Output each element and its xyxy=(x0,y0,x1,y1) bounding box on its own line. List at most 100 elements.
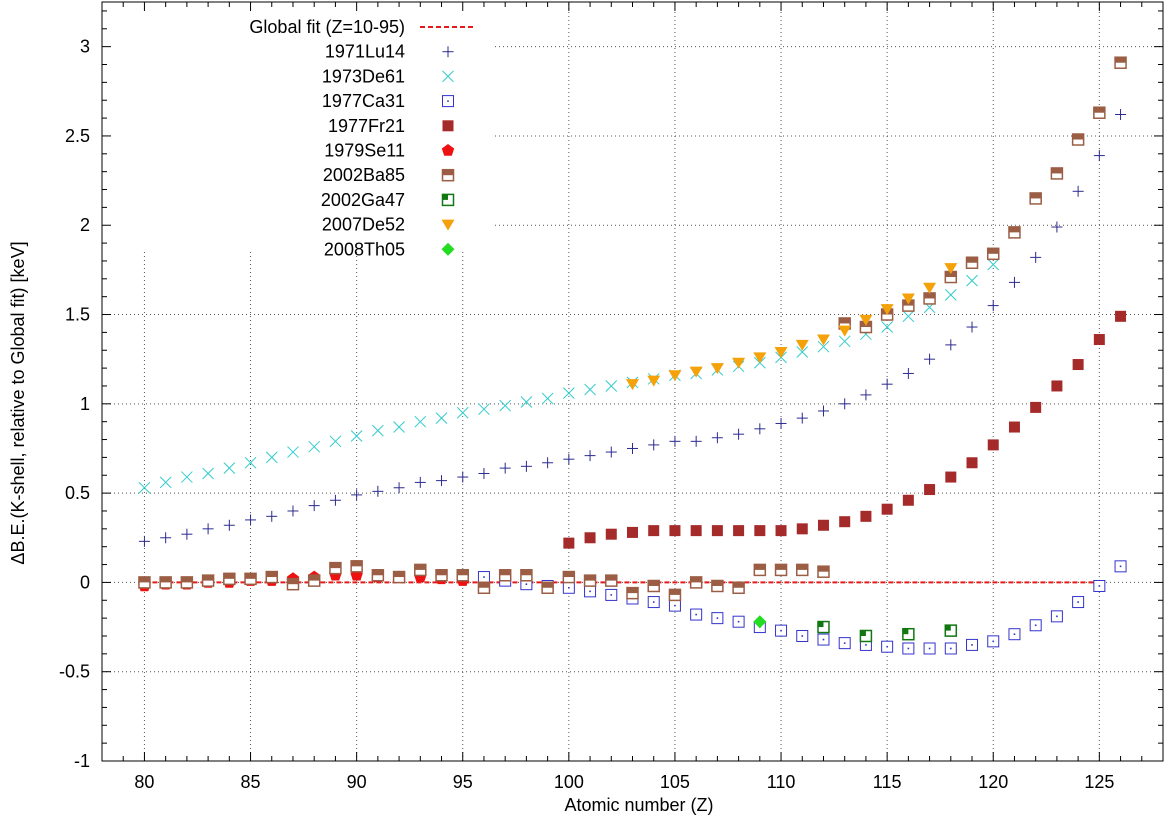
data-point xyxy=(265,570,279,584)
data-point xyxy=(180,576,194,589)
data-point xyxy=(648,439,660,451)
data-point xyxy=(668,370,682,382)
data-point xyxy=(160,532,172,544)
data-point xyxy=(754,525,766,537)
data-point xyxy=(181,471,193,483)
data-point xyxy=(435,569,448,582)
data-point xyxy=(1050,610,1063,623)
data-point xyxy=(690,435,702,447)
data-point xyxy=(880,304,894,316)
data-point xyxy=(414,476,426,488)
data-point xyxy=(562,570,576,584)
legend-label: 1971Lu14 xyxy=(325,42,405,62)
data-point xyxy=(351,489,363,501)
sq-half xyxy=(605,575,617,581)
data-point xyxy=(414,563,427,577)
y-axis-label: ΔB.E.(K-shell, relative to Global fit) [… xyxy=(8,241,28,564)
data-point xyxy=(774,347,788,359)
data-point xyxy=(245,514,257,526)
sq-dot xyxy=(1098,585,1101,587)
data-point xyxy=(1072,185,1084,197)
data-point xyxy=(902,367,914,379)
data-point xyxy=(627,442,638,454)
data-point xyxy=(987,439,999,451)
sq-dot xyxy=(737,620,740,623)
legend-label: 2002Ba85 xyxy=(323,165,405,185)
data-point xyxy=(308,500,320,512)
sq-half xyxy=(627,587,638,594)
sq-half xyxy=(442,169,454,176)
series-2002ga47 xyxy=(817,620,958,643)
data-point xyxy=(987,300,999,312)
sq-dot xyxy=(695,613,697,616)
data-point xyxy=(796,412,808,424)
sq-dot xyxy=(1077,601,1079,603)
data-point xyxy=(499,399,512,412)
sq-dot xyxy=(525,583,528,585)
data-point xyxy=(520,396,533,408)
sq-half xyxy=(372,569,384,576)
data-point xyxy=(1093,579,1106,592)
cross-b xyxy=(159,476,172,489)
data-point xyxy=(307,574,321,587)
sq-half xyxy=(457,569,469,576)
data-point xyxy=(902,627,915,641)
cross-b xyxy=(605,380,618,392)
cross-b xyxy=(393,421,405,433)
sq-half xyxy=(648,580,660,586)
data-point xyxy=(711,612,724,625)
data-point xyxy=(775,525,787,537)
data-point xyxy=(159,476,172,489)
sq-dot xyxy=(843,642,846,644)
data-point xyxy=(774,563,788,577)
data-point xyxy=(223,572,236,586)
cross-b xyxy=(562,387,575,399)
sq-dot xyxy=(780,629,782,632)
sq-half xyxy=(754,564,766,570)
x-tick-label: 80 xyxy=(134,772,154,792)
sq-dot xyxy=(886,645,888,648)
sq-half xyxy=(351,560,363,567)
data-point xyxy=(223,519,235,531)
data-point xyxy=(881,503,893,515)
sq-half xyxy=(796,564,808,570)
data-point xyxy=(308,440,321,453)
cross-b xyxy=(265,451,278,464)
series-1971lu14 xyxy=(138,109,1127,547)
data-point xyxy=(987,258,1000,271)
sq-half xyxy=(669,589,681,595)
cross-b xyxy=(138,481,151,494)
sq-dot xyxy=(865,644,867,646)
data-point xyxy=(753,352,767,364)
sq-half xyxy=(160,576,172,583)
data-point xyxy=(626,379,639,391)
cross-b xyxy=(478,403,490,416)
legend-label: 1977Fr21 xyxy=(328,116,405,136)
data-point xyxy=(902,642,915,655)
data-point xyxy=(392,570,406,584)
data-point xyxy=(456,406,469,419)
sq-dot xyxy=(950,647,952,650)
cross-b xyxy=(584,383,596,396)
data-point xyxy=(562,387,575,399)
data-point xyxy=(457,471,469,483)
data-point xyxy=(817,620,830,634)
cross-b xyxy=(944,289,957,301)
sq-half xyxy=(733,582,745,588)
data-point xyxy=(541,392,554,405)
data-point xyxy=(690,608,703,621)
data-point xyxy=(477,571,490,584)
y-tick-label: 2.5 xyxy=(65,126,90,146)
data-point xyxy=(902,310,915,323)
sq-dot xyxy=(674,604,676,607)
sq-half xyxy=(690,576,702,583)
data-point xyxy=(1029,192,1042,205)
data-point xyxy=(669,435,681,447)
cross-b xyxy=(902,310,915,323)
data-point xyxy=(498,569,512,582)
data-point xyxy=(223,462,236,474)
sq-half xyxy=(1030,192,1042,199)
legend-marker xyxy=(442,95,454,108)
data-point xyxy=(584,532,596,544)
